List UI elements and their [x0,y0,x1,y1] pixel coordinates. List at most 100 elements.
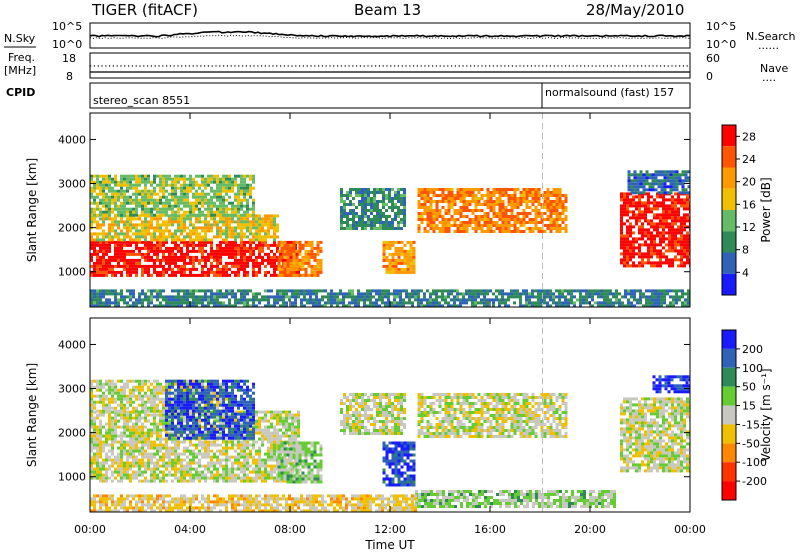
power-cell [258,292,261,296]
power-cell [117,292,120,296]
power-cell [234,301,237,305]
power-cell [620,219,623,223]
power-cell [417,292,420,296]
power-cell [561,194,565,197]
power-cell [412,267,416,271]
power-cell [228,243,231,247]
power-cell [663,170,667,174]
power-cell [201,289,204,293]
velocity-cell [126,470,129,474]
power-cell [630,173,634,177]
power-cell [671,216,674,220]
power-cell [483,215,487,218]
power-cell [246,304,249,307]
power-cell [435,206,439,209]
velocity-cell [105,473,108,477]
power-cell [207,192,210,196]
power-cell [417,194,421,197]
power-cell [147,223,150,227]
power-cell [370,221,373,224]
power-cell [150,301,153,305]
power-cell [486,289,489,293]
power-cell [394,212,397,215]
power-cell [650,210,653,214]
velocity-cell [183,452,186,456]
power-cell [623,261,626,265]
power-cell [174,229,177,233]
power-cell [659,231,662,235]
velocity-cell [162,422,165,426]
power-cell [474,301,477,305]
power-cell [141,226,144,230]
power-cell [141,298,144,302]
power-cell [417,230,421,233]
power-cell [150,201,153,205]
power-cell [204,304,207,307]
power-cell [444,227,448,230]
velocity-cell [168,458,171,462]
power-cell [531,295,534,299]
power-cell [225,180,228,184]
power-cell [534,194,538,197]
velocity-cell [165,446,168,450]
power-cell [403,212,406,215]
power-cell [650,222,653,226]
velocity-cell [135,470,138,474]
power-cell [355,194,358,197]
power-cell [286,261,290,265]
power-cell [213,301,216,305]
power-cell [292,261,296,265]
power-cell [447,224,451,227]
power-cell [435,203,439,206]
power-cell [255,229,258,233]
power-cell [180,295,183,299]
power-cell [384,289,387,293]
velocity-cell [165,431,168,435]
power-cell [361,197,364,200]
velocity-cell [108,416,111,420]
velocity-cell [174,440,177,444]
power-cell [231,220,234,224]
power-cell [243,213,246,217]
power-cell [391,209,394,212]
power-cell [249,177,252,181]
power-cell [388,243,392,247]
velocity-cell [177,455,180,459]
power-cell [105,186,108,190]
power-cell [426,304,429,307]
power-cell [126,220,129,224]
velocity-cell [174,461,177,465]
power-cell [486,218,490,221]
power-cell [114,298,117,302]
power-cell [367,188,370,191]
power-cell [423,227,427,230]
power-cell [480,292,483,296]
velocity-cell [162,437,165,441]
power-cell [225,304,228,307]
power-cell [156,174,159,178]
velocity-cell [144,434,147,438]
velocity-cell [174,413,177,417]
power-cell [99,232,102,236]
power-cell [665,243,668,247]
power-cell [636,176,640,180]
power-cell [659,252,662,256]
power-cell [453,295,456,299]
power-cell [210,264,213,268]
power-cell [519,212,523,215]
power-cell [177,246,180,250]
power-cell [477,218,481,221]
power-cell [141,246,144,250]
power-cell [507,200,511,203]
power-cell [267,304,270,307]
power-cell [114,243,117,247]
power-cell [561,304,564,307]
power-cell [683,252,686,256]
power-cell [310,255,314,259]
power-cell [201,189,204,193]
power-cell [258,264,261,268]
power-cell [165,246,168,250]
power-cell [486,188,490,191]
power-cell [171,252,174,256]
